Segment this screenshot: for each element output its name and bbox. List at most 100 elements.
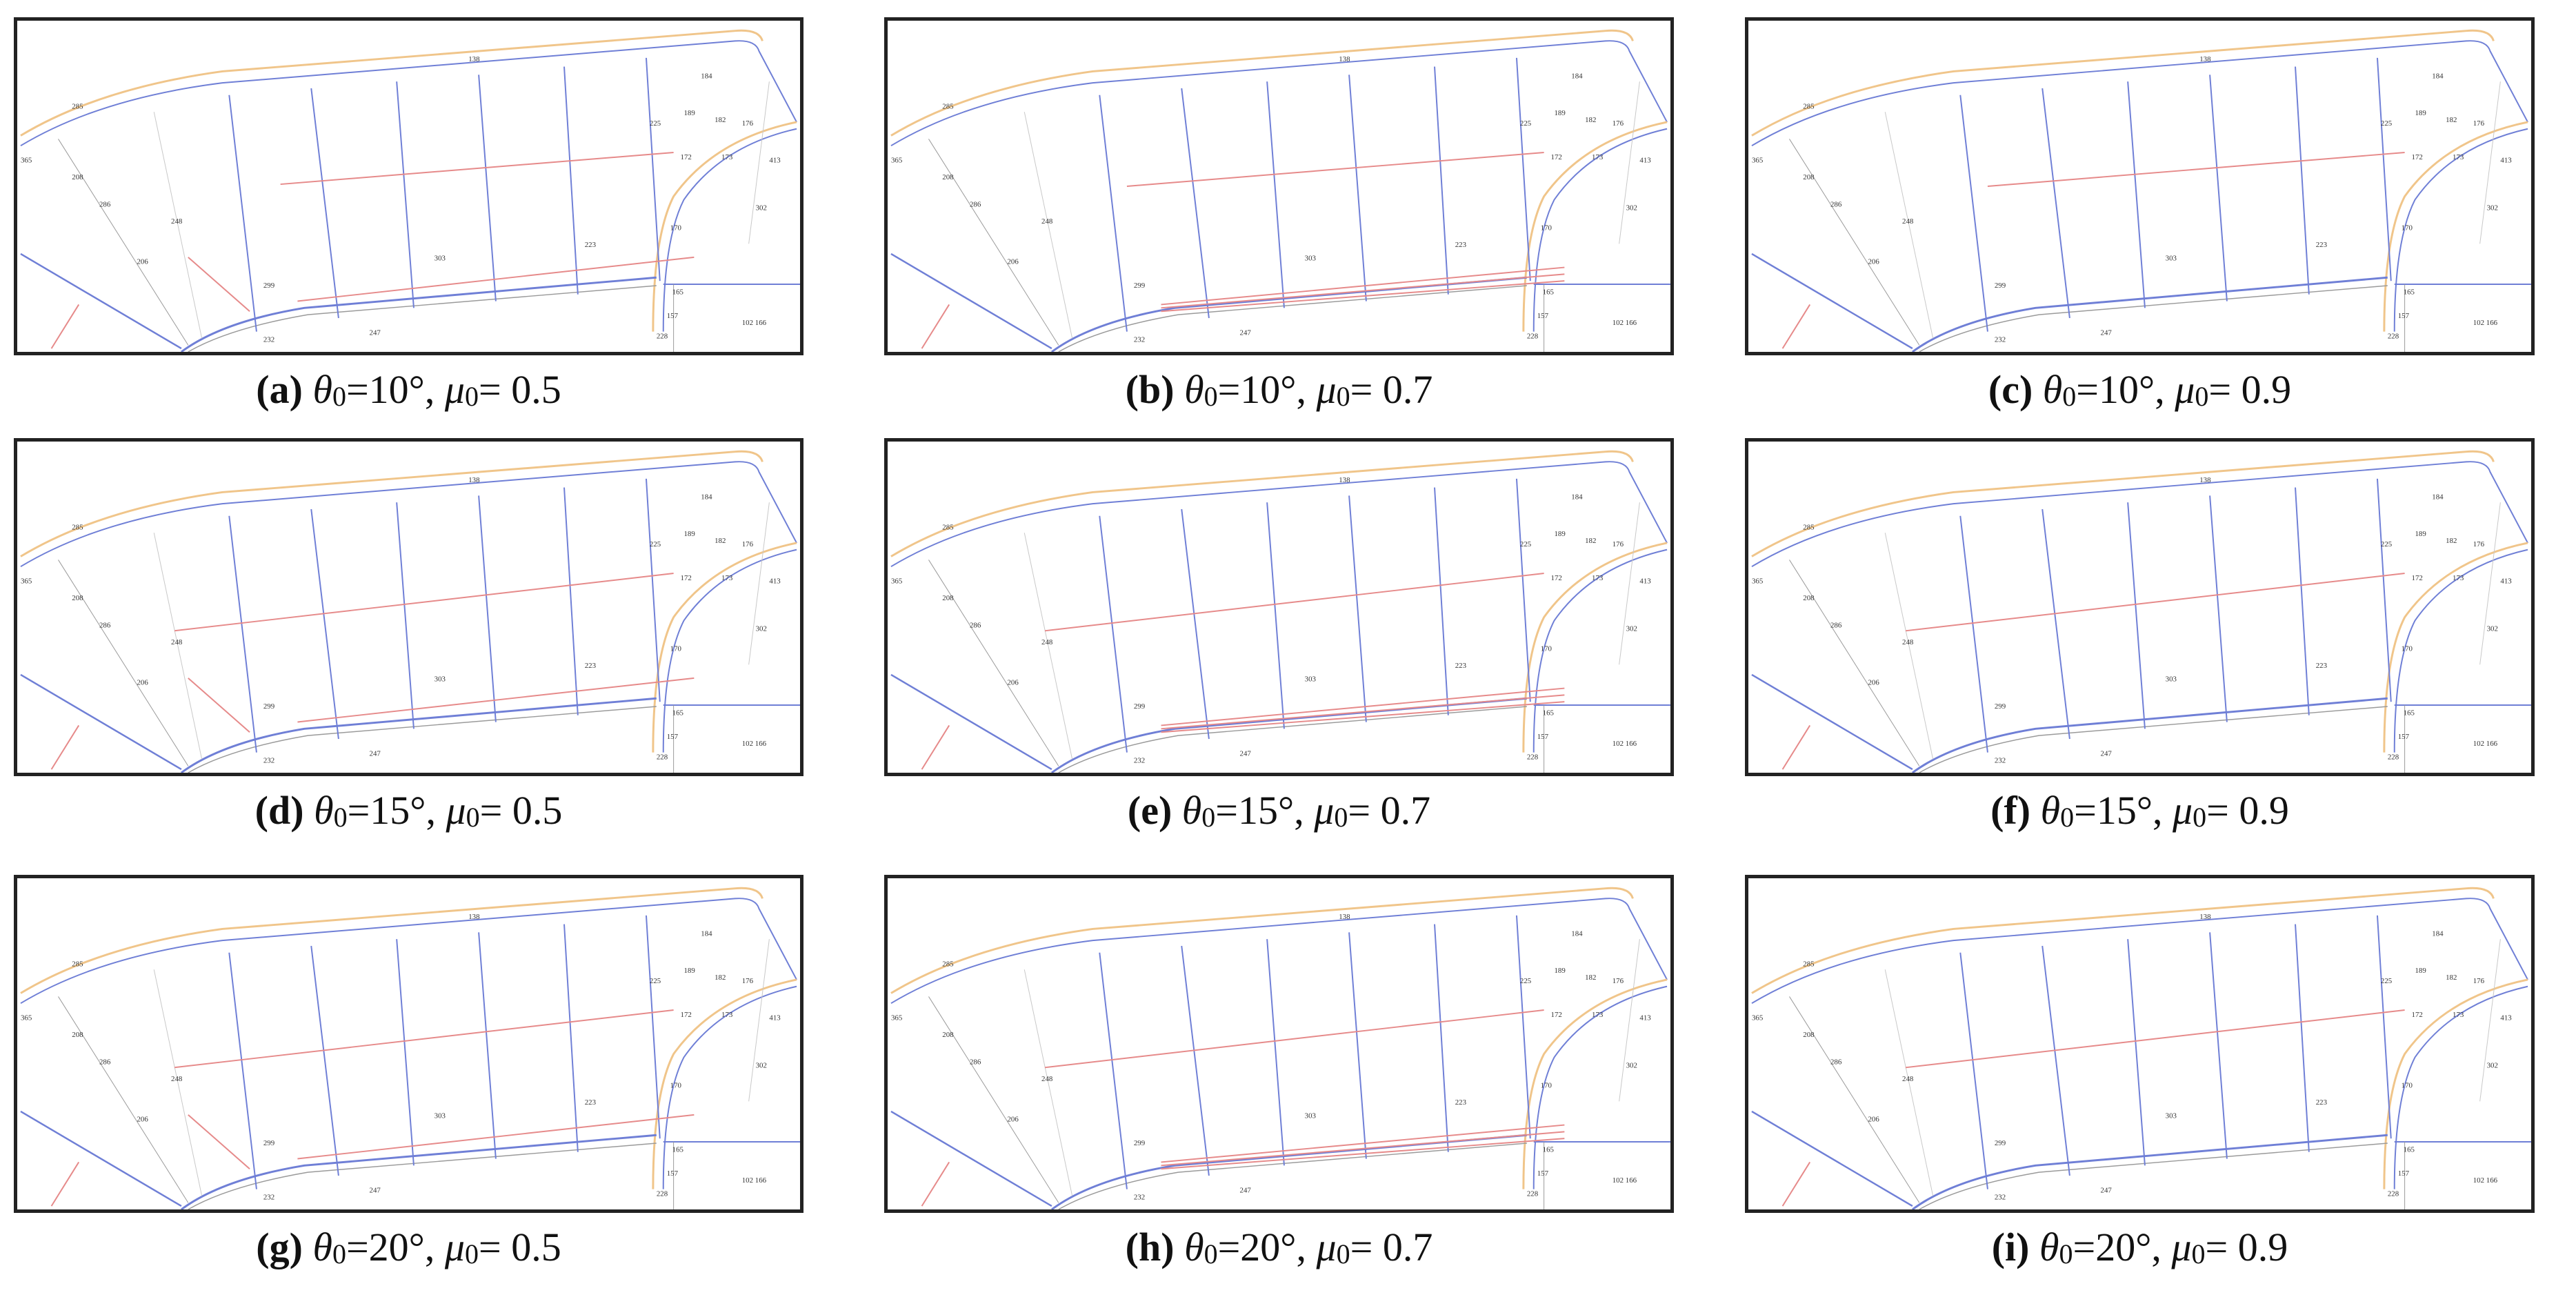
node-label: 102 166 [742,1176,767,1185]
pipe-segment [1126,152,1544,187]
node-label: 299 [1995,281,2006,290]
bottom-road [1912,1134,2388,1209]
node-label: 102 166 [742,740,767,748]
node-label: 365 [1752,577,1763,586]
parcel-line [1348,495,1367,722]
bottom-road [1051,1134,1527,1209]
mu-symbol: μ [1314,788,1335,833]
node-label: 170 [2402,224,2413,233]
node-label: 223 [2316,1098,2327,1107]
node-label: 286 [1830,621,1842,629]
node-label: 232 [1134,756,1145,764]
node-label: 173 [721,153,732,161]
node-label: 170 [670,224,681,233]
parcel-line [1266,81,1285,308]
node-label: 286 [970,621,981,629]
parcel-line [1266,502,1285,729]
node-label: 184 [1571,72,1583,80]
road-edge-orange [1751,29,2495,137]
node-label: 303 [1305,255,1316,263]
node-label: 189 [683,109,695,117]
left-diagonal-road [20,1110,182,1207]
node-label: 303 [435,675,446,684]
node-label: 228 [657,332,668,340]
parcel-line [310,508,339,740]
thin-diagonal-1 [58,139,189,346]
right-thin [748,502,770,665]
parcel-line [1434,66,1449,295]
node-label: 184 [2432,493,2444,501]
node-label: 102 166 [2473,740,2498,748]
node-label: 248 [171,638,182,646]
right-thin [2479,502,2501,665]
node-label: 172 [681,574,692,582]
node-label: 223 [1455,1098,1466,1107]
map-frame: 138 285 365 208 286 206 248 225 189 182 … [1745,438,2535,776]
bottom-road-inner [1058,1143,1527,1209]
node-label: 228 [657,1189,668,1198]
road-edge-blue [1751,461,2528,568]
node-label: 208 [72,594,83,602]
node-label: 248 [1041,1075,1052,1083]
node-label: 285 [1803,523,1814,531]
node-label: 138 [2199,55,2210,63]
node-label: 173 [1592,153,1603,161]
thin-diagonal-1 [1789,996,1920,1203]
node-label: 184 [1571,929,1583,938]
road-edge-blue [890,40,1668,147]
parcel-line [563,924,579,1152]
node-label: 225 [1520,119,1531,128]
node-label: 102 166 [2473,1176,2498,1185]
node-label: 247 [2101,1187,2113,1195]
node-label: 206 [137,1116,148,1124]
node-label: 413 [769,157,780,165]
pipe-segment [1161,273,1565,309]
right-thin [748,939,770,1102]
bottom-road [181,276,657,352]
node-label: 365 [21,157,32,165]
node-label: 232 [263,1193,274,1201]
node-label: 102 166 [1613,740,1637,748]
node-label: 299 [1134,281,1145,290]
curve-road-blue [2393,128,2528,332]
panel-label: (b) [1125,367,1175,412]
curve-road-blue [662,128,797,332]
node-label: 157 [667,1169,679,1178]
node-label: 413 [1639,157,1650,165]
parcel-line [2127,502,2146,729]
node-label: 299 [263,1139,274,1147]
node-label: 413 [2500,577,2511,586]
left-red-stub [921,724,950,770]
node-label: 157 [1537,733,1549,741]
mu-subscript: 0 [2191,1238,2206,1269]
node-label: 208 [1803,594,1814,602]
mu-symbol: μ [2171,1225,2192,1269]
panel-caption: (e) θ0=15°, μ0= 0.7 [1127,788,1431,833]
bottom-road-inner [188,706,657,773]
panel-label: (e) [1127,788,1172,833]
thin-diagonal-2 [1024,969,1073,1196]
parcel-line [1434,924,1449,1152]
network-map: 138 285 365 208 286 206 248 225 189 182 … [890,450,1670,773]
panel-label: (a) [256,367,303,412]
bottom-road-inner [1919,1143,2388,1209]
node-label: 165 [1543,1146,1554,1154]
node-label: 206 [137,258,148,266]
mu-subscript: 0 [1336,1238,1350,1269]
bottom-road [1912,276,2388,352]
node-label: 248 [171,1075,182,1083]
mu-value: 0.5 [512,788,563,833]
road-edge-blue [20,461,797,568]
node-label: 182 [715,537,726,545]
parcel-line [2376,57,2392,281]
panel-caption: (c) θ0=10°, μ0= 0.9 [1988,367,2292,412]
node-label: 206 [1007,1116,1019,1124]
bottom-road [1051,697,1527,773]
node-label: 176 [742,119,754,128]
bottom-road-inner [188,1143,657,1209]
node-label: 303 [1305,675,1316,684]
mu-value: 0.9 [2239,788,2289,833]
node-label: 299 [1134,1139,1145,1147]
node-label: 302 [756,204,767,212]
bottom-road [1051,276,1527,352]
